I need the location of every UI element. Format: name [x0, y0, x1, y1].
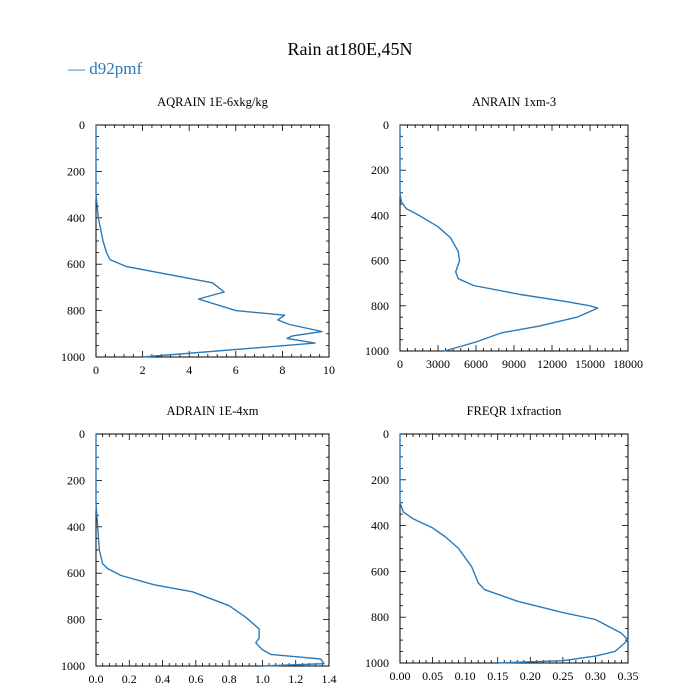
y-tick-label: 0: [79, 118, 85, 132]
panel-title: ADRAIN 1E-4xm: [166, 404, 258, 418]
y-tick-label: 600: [67, 566, 85, 580]
x-tick-label: 1.2: [288, 672, 303, 686]
x-tick-label: 0.0: [89, 672, 104, 686]
series-line-d92pmf: [399, 125, 599, 352]
y-tick-label: 1000: [61, 659, 85, 673]
x-tick-label: 0: [397, 357, 403, 371]
panel-title: FREQR 1xfraction: [467, 404, 563, 418]
legend: — d92pmf: [67, 59, 142, 78]
y-tick-label: 200: [371, 473, 389, 487]
legend-entry-d92pmf: — d92pmf: [67, 59, 142, 78]
y-tick-label: 0: [383, 427, 389, 441]
y-tick-label: 600: [67, 257, 85, 271]
x-tick-label: 0.30: [585, 669, 606, 683]
y-tick-label: 0: [383, 118, 389, 132]
x-tick-label: 0.05: [422, 669, 443, 683]
x-tick-label: 4: [186, 363, 192, 377]
y-tick-label: 400: [67, 520, 85, 534]
y-tick-label: 1000: [365, 656, 389, 670]
figure-title: Rain at180E,45N: [288, 39, 413, 59]
x-tick-label: 1.0: [255, 672, 270, 686]
y-tick-label: 800: [67, 304, 85, 318]
x-tick-label: 0.00: [390, 669, 411, 683]
y-tick-label: 1000: [61, 350, 85, 364]
y-tick-label: 0: [79, 427, 85, 441]
y-tick-label: 200: [67, 473, 85, 487]
x-tick-label: 6: [233, 363, 239, 377]
chart-panel-1: AQRAIN 1E-6xkg/kg 0 2 4 6 8 10 0 200 400 600 800 100…: [61, 95, 335, 377]
y-tick-label: 200: [371, 163, 389, 177]
y-tick-label: 400: [371, 519, 389, 533]
x-tick-label: 10: [323, 363, 335, 377]
panel-title: AQRAIN 1E-6xkg/kg: [157, 95, 269, 109]
x-tick-label: 2: [140, 363, 146, 377]
y-tick-label: 800: [67, 613, 85, 627]
x-tick-label: 6000: [464, 357, 488, 371]
plot-frame: [399, 433, 629, 664]
y-tick-label: 400: [371, 208, 389, 222]
plot-frame: [95, 124, 330, 358]
y-tick-label: 1000: [365, 344, 389, 358]
series-line-d92pmf: [95, 125, 323, 358]
x-tick-label: 9000: [502, 357, 526, 371]
x-tick-label: 3000: [426, 357, 450, 371]
chart-panel-4: FREQR 1xfraction 0.00 0.05 0.10 0.15 0.20 0.25…: [365, 404, 639, 683]
chart-panel-3: ADRAIN 1E-4xm 0.0 0.2 0.4 0.6 0.8 1.0 1.2 1.4 0 20…: [61, 404, 337, 686]
x-tick-label: 0.4: [155, 672, 170, 686]
x-tick-label: 0.8: [222, 672, 237, 686]
chart-panels: AQRAIN 1E-6xkg/kg 0 2 4 6 8 10 0 200 400 600 800 100…: [61, 95, 643, 686]
plot-frame: [399, 124, 629, 352]
x-tick-label: 0.15: [487, 669, 508, 683]
series-line-d92pmf: [399, 434, 629, 664]
panel-title: ANRAIN 1xm-3: [472, 95, 556, 109]
y-tick-label: 600: [371, 564, 389, 578]
x-tick-label: 0: [93, 363, 99, 377]
x-tick-label: 8: [279, 363, 285, 377]
x-tick-label: 18000: [613, 357, 643, 371]
x-tick-label: 1.4: [322, 672, 337, 686]
x-tick-label: 12000: [537, 357, 567, 371]
y-tick-label: 600: [371, 254, 389, 268]
y-tick-label: 800: [371, 299, 389, 313]
y-tick-label: 200: [67, 164, 85, 178]
x-tick-label: 0.6: [188, 672, 203, 686]
y-tick-label: 800: [371, 610, 389, 624]
x-tick-label: 0.20: [520, 669, 541, 683]
series-line-d92pmf: [95, 434, 325, 667]
x-tick-label: 0.10: [455, 669, 476, 683]
x-tick-label: 0.35: [618, 669, 639, 683]
plot-frame: [95, 433, 330, 667]
chart-panel-2: ANRAIN 1xm-30 3000 6000 9000 12000 15000 18000…: [365, 95, 643, 371]
x-tick-label: 0.2: [122, 672, 137, 686]
x-tick-label: 0.25: [552, 669, 573, 683]
x-tick-label: 15000: [575, 357, 605, 371]
y-tick-label: 400: [67, 211, 85, 225]
